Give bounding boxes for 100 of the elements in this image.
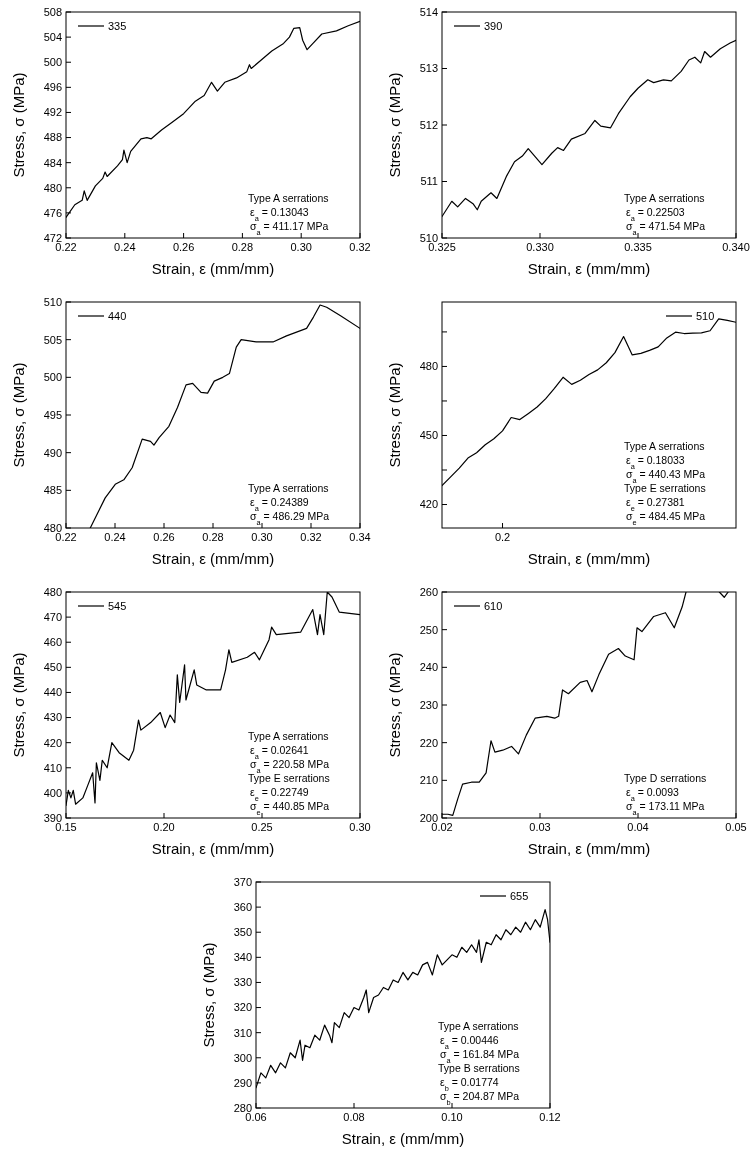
- legend-label: 510: [696, 309, 715, 322]
- annotation: σ$_{a}$ = 173.11 MPa: [626, 800, 705, 817]
- annotation: σ$_{a}$ = 440.43 MPa: [626, 468, 706, 485]
- annotation: ε$_{a}$ = 0.22503: [626, 206, 685, 223]
- annotation: ε$_{a}$ = 0.02641: [250, 744, 309, 761]
- annotation: σ$_{e}$ = 484.45 MPa: [626, 510, 706, 527]
- y-axis-title: Stress, σ (MPa): [200, 942, 217, 1048]
- y-tick-label: 250: [419, 623, 438, 636]
- x-tick-label: 0.08: [343, 1111, 365, 1123]
- y-axis-title: Stress, σ (MPa): [386, 72, 403, 178]
- annotation: Type B serrations: [438, 1062, 520, 1074]
- y-tick-label: 514: [419, 5, 438, 18]
- x-axis-title: Strain, ε (mm/mm): [341, 1130, 465, 1147]
- x-tick-label: 0.28: [202, 531, 224, 543]
- y-tick-label: 490: [43, 446, 62, 459]
- x-tick-label: 0.26: [153, 531, 175, 543]
- y-tick-label: 240: [419, 661, 438, 674]
- y-tick-label: 504: [43, 30, 62, 43]
- x-axis-title: Strain, ε (mm/mm): [527, 260, 651, 277]
- x-tick-label: 0.04: [627, 821, 649, 833]
- y-tick-label: 350: [233, 926, 252, 939]
- annotation: σ$_{a}$ = 220.58 MPa: [250, 758, 330, 775]
- y-axis-title: Stress, σ (MPa): [10, 72, 27, 178]
- y-tick-label: 511: [420, 175, 438, 188]
- legend-label: 610: [484, 599, 503, 612]
- x-tick-label: 0.28: [231, 241, 254, 253]
- annotation: Type A serrations: [248, 730, 329, 742]
- y-tick-label: 210: [419, 774, 438, 787]
- legend-label: 655: [510, 889, 529, 902]
- y-tick-label: 480: [43, 521, 62, 534]
- y-tick-label: 495: [43, 408, 62, 421]
- y-tick-label: 360: [233, 900, 252, 913]
- annotation: ε$_{a}$ = 0.00446: [440, 1034, 499, 1051]
- x-tick-label: 0.22: [55, 531, 77, 543]
- y-tick-label: 513: [419, 62, 438, 75]
- x-tick-label: 0.30: [251, 531, 273, 543]
- y-tick-label: 470: [43, 610, 62, 623]
- x-tick-label: 0.325: [428, 241, 456, 253]
- x-tick-label: 0.32: [349, 241, 371, 253]
- legend-label: 335: [108, 19, 127, 32]
- x-tick-label: 0.05: [725, 821, 747, 833]
- annotation: ε$_{e}$ = 0.22749: [250, 786, 309, 803]
- x-tick-label: 0.335: [624, 241, 652, 253]
- y-tick-label: 510: [419, 231, 438, 244]
- y-tick-label: 512: [419, 118, 438, 131]
- y-tick-label: 450: [43, 661, 62, 674]
- annotation: σ$_{a}$ = 486.29 MPa: [250, 510, 330, 527]
- x-tick-label: 0.330: [526, 241, 554, 253]
- y-tick-label: 320: [233, 1001, 252, 1014]
- x-axis-title: Strain, ε (mm/mm): [151, 260, 275, 277]
- annotation: Type E serrations: [624, 482, 706, 494]
- annotation: Type A serrations: [438, 1020, 519, 1032]
- annotation: σ$_{a}$ = 411.17 MPa: [250, 220, 329, 237]
- y-tick-label: 370: [233, 875, 252, 888]
- legend-label: 440: [108, 309, 127, 322]
- y-tick-label: 496: [43, 81, 62, 94]
- annotation: Type A serrations: [248, 192, 329, 204]
- y-tick-label: 480: [419, 360, 438, 373]
- y-tick-label: 440: [43, 686, 62, 699]
- y-tick-label: 260: [419, 585, 438, 598]
- y-tick-label: 280: [233, 1101, 252, 1114]
- x-tick-label: 0.22: [55, 241, 77, 253]
- y-tick-label: 505: [43, 333, 62, 346]
- x-tick-label: 0.24: [104, 531, 126, 543]
- y-tick-label: 508: [43, 5, 62, 18]
- x-tick-label: 0.340: [722, 241, 750, 253]
- annotation: Type A serrations: [624, 440, 705, 452]
- annotation: ε$_{e}$ = 0.27381: [626, 496, 685, 513]
- x-tick-label: 0.24: [114, 241, 136, 253]
- annotation: ε$_{b}$ = 0.01774: [440, 1076, 499, 1093]
- x-tick-label: 0.30: [349, 821, 371, 833]
- annotation: σ$_{b}$ = 204.87 MPa: [440, 1090, 520, 1107]
- x-axis-title: Strain, ε (mm/mm): [527, 840, 651, 857]
- x-tick-label: 0.02: [431, 821, 453, 833]
- x-tick-label: 0.12: [539, 1111, 561, 1123]
- annotation: ε$_{a}$ = 0.0093: [626, 786, 680, 803]
- y-tick-label: 340: [233, 951, 252, 964]
- x-tick-label: 0.2: [494, 531, 511, 543]
- y-tick-label: 430: [43, 711, 62, 724]
- y-axis-title: Stress, σ (MPa): [10, 652, 27, 758]
- x-axis-title: Strain, ε (mm/mm): [151, 840, 275, 857]
- y-tick-label: 400: [43, 786, 62, 799]
- annotation: σ$_{a}$ = 161.84 MPa: [440, 1048, 520, 1065]
- x-tick-label: 0.26: [172, 241, 195, 253]
- y-tick-label: 472: [43, 231, 62, 244]
- annotation: ε$_{a}$ = 0.13043: [250, 206, 309, 223]
- annotation: Type A serrations: [624, 192, 705, 204]
- y-tick-label: 230: [419, 698, 438, 711]
- x-tick-label: 0.30: [290, 241, 312, 253]
- annotation: ε$_{a}$ = 0.18033: [626, 454, 685, 471]
- x-tick-label: 0.34: [349, 531, 371, 543]
- y-tick-label: 484: [43, 156, 62, 169]
- y-tick-label: 410: [43, 761, 62, 774]
- y-tick-label: 200: [419, 811, 438, 824]
- y-axis-title: Stress, σ (MPa): [386, 362, 403, 468]
- y-tick-label: 460: [43, 636, 62, 649]
- x-tick-label: 0.15: [55, 821, 77, 833]
- y-axis-title: Stress, σ (MPa): [10, 362, 27, 468]
- y-tick-label: 310: [233, 1026, 252, 1039]
- legend-label: 545: [108, 599, 127, 612]
